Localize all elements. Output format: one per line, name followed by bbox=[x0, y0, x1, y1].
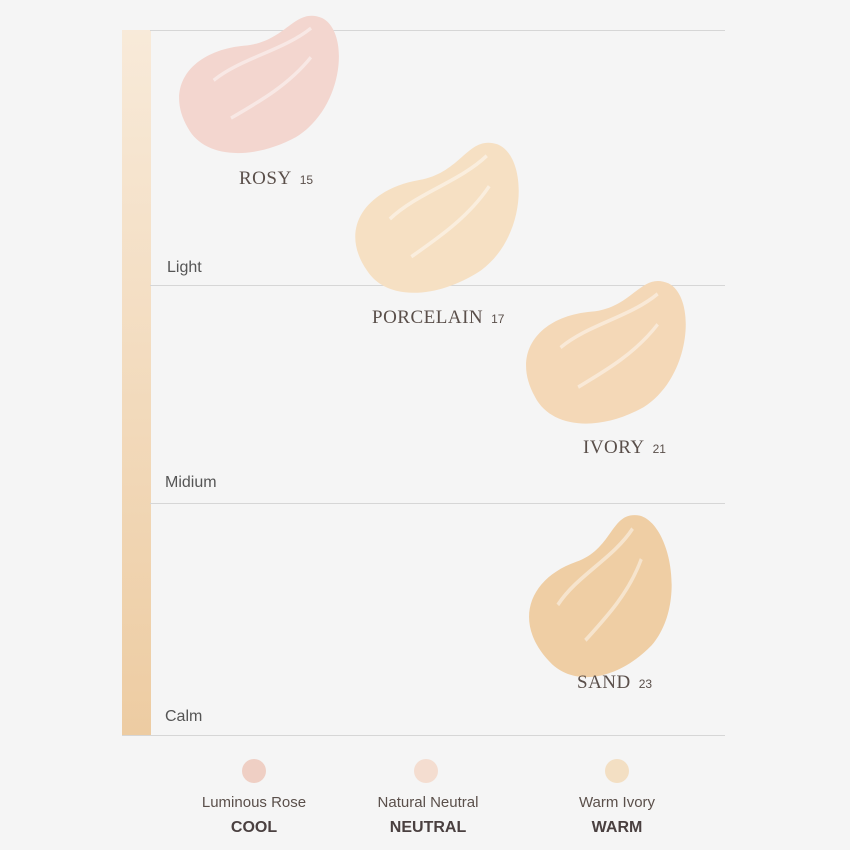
shade-label: PORCELAIN 17 bbox=[372, 307, 505, 328]
legend-tone: NEUTRAL bbox=[390, 819, 467, 836]
shade-number: 21 bbox=[653, 442, 667, 456]
shade-name: IVORY bbox=[583, 437, 645, 458]
legend-label: Warm Ivory bbox=[579, 794, 656, 811]
shade-name: SAND bbox=[577, 672, 631, 693]
legend-label: Luminous Rose bbox=[202, 794, 306, 811]
shade-label: IVORY 21 bbox=[583, 437, 666, 458]
legend-dot bbox=[605, 759, 629, 783]
shade-label: SAND 23 bbox=[577, 672, 652, 693]
row-dividers bbox=[122, 30, 725, 736]
tone-bar bbox=[122, 30, 151, 735]
legend-label: Natural Neutral bbox=[378, 794, 479, 811]
legend-dot bbox=[414, 759, 438, 783]
shade-label: ROSY 15 bbox=[239, 168, 313, 189]
swatch bbox=[514, 276, 702, 434]
legend-tone: WARM bbox=[592, 819, 643, 836]
swatch bbox=[503, 506, 705, 697]
swatch bbox=[168, 11, 354, 164]
shade-name: ROSY bbox=[239, 168, 292, 189]
legend-tone: COOL bbox=[231, 819, 277, 836]
legend-dot bbox=[242, 759, 266, 783]
row-label: Light bbox=[167, 259, 202, 276]
shade-name: PORCELAIN bbox=[372, 307, 483, 328]
shade-number: 23 bbox=[639, 677, 653, 691]
swatch bbox=[338, 136, 541, 308]
shade-number: 17 bbox=[491, 312, 505, 326]
shade-number: 15 bbox=[300, 173, 314, 187]
row-label: Midium bbox=[165, 474, 217, 491]
row-label: Calm bbox=[165, 708, 202, 725]
